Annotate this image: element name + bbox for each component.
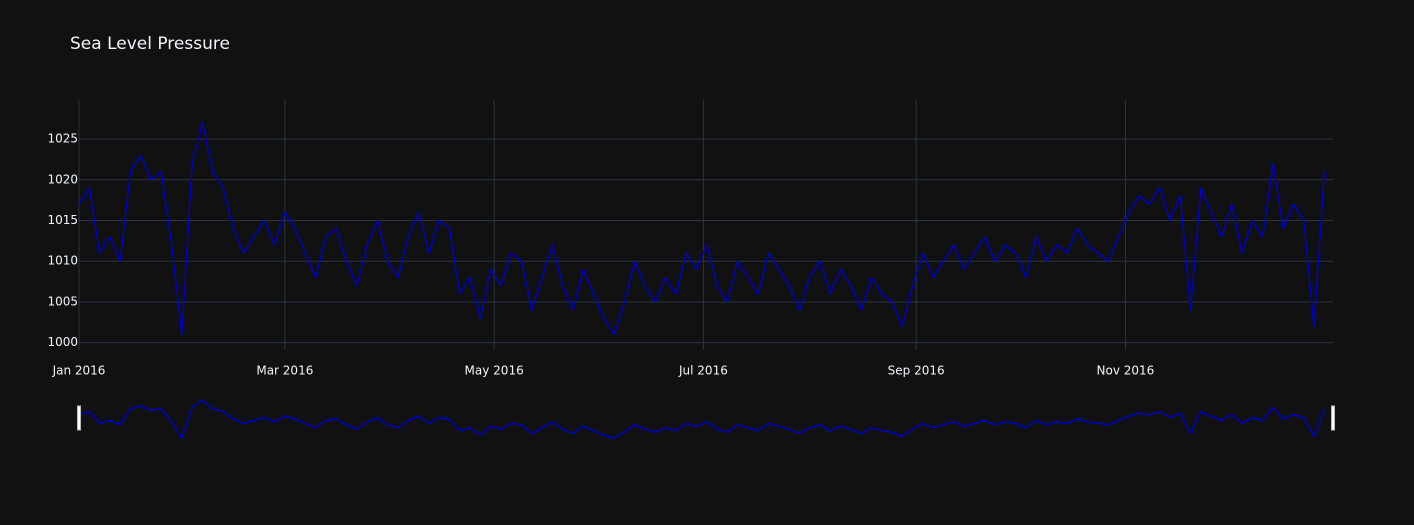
y-tick-label: 1025	[47, 132, 78, 146]
y-tick-label: 1005	[47, 294, 78, 308]
x-tick-label: May 2016	[465, 364, 524, 378]
y-tick-label: 1020	[47, 172, 78, 186]
x-tick-label: Sep 2016	[888, 364, 945, 378]
x-tick-label: Mar 2016	[256, 364, 313, 378]
y-tick-label: 1000	[47, 335, 78, 349]
rangeslider-handle[interactable]	[1331, 405, 1335, 431]
x-tick-label: Nov 2016	[1097, 364, 1155, 378]
chart-title: Sea Level Pressure	[70, 34, 230, 54]
rangeslider-handle[interactable]	[77, 405, 81, 431]
y-tick-label: 1010	[47, 254, 78, 268]
rangeslider-line	[78, 399, 1326, 439]
y-tick-label: 1015	[47, 213, 78, 227]
data-line	[78, 122, 1326, 336]
x-tick-label: Jul 2016	[678, 364, 728, 378]
x-tick-label: Jan 2016	[52, 364, 106, 378]
